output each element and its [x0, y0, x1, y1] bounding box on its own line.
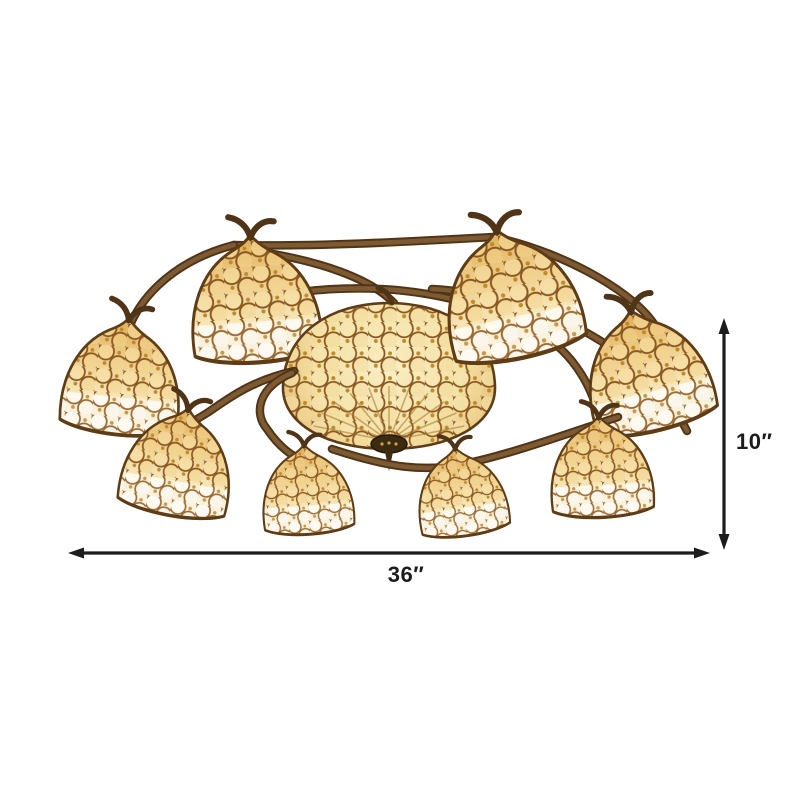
center-bowl-shade	[281, 285, 497, 471]
dimension-annotations	[68, 318, 730, 559]
knob-stud	[394, 442, 398, 446]
bowl-top-hook	[375, 285, 395, 306]
fixture-arm	[122, 240, 239, 338]
height-arrow-top-head	[718, 318, 730, 334]
width-dimension-label: 36″	[387, 562, 425, 587]
fixture-arm	[229, 232, 499, 250]
height-arrow-bottom-head	[718, 534, 730, 550]
width-arrow-right-head	[694, 547, 710, 559]
height-dimension-label: 10″	[736, 429, 773, 454]
knob-stud	[380, 442, 384, 446]
knob-stud	[387, 441, 391, 445]
width-arrow-left-head	[68, 547, 84, 559]
bowl-fan-rays	[313, 386, 465, 442]
